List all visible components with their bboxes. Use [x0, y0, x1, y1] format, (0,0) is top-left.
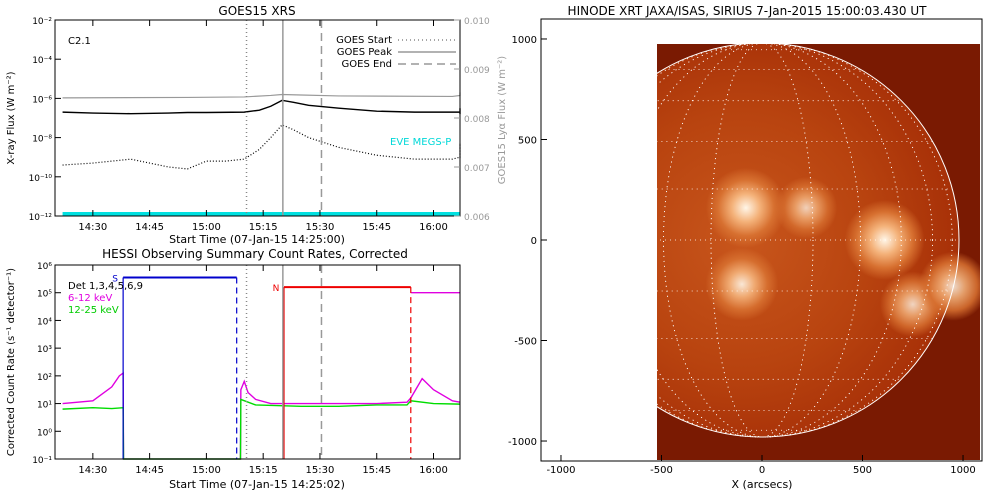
hessi-y-tick-label: 10⁵: [37, 290, 52, 300]
hessi-panel: HESSI Observing Summary Count Rates, Cor…: [6, 247, 461, 491]
hinode-x-tick-label: 0: [759, 465, 765, 476]
goes-x-ticks: 14:30 14:45 15:00 15:15 15:30 15:45 16:00: [78, 20, 448, 233]
goes-series-lya: [62, 92, 461, 99]
hessi-x-tick-label: 14:30: [78, 465, 107, 476]
goes-right-tick-label: 0.009: [464, 66, 490, 76]
hessi-x-tick-label: 16:00: [419, 465, 448, 476]
hessi-x-tick-label: 14:45: [135, 465, 164, 476]
hessi-y-tick-label: 10¹: [37, 401, 52, 411]
hessi-series-layer: SN: [62, 274, 461, 460]
hinode-y-tick-label: -500: [514, 337, 537, 348]
hessi-series-6-12-kev: [62, 371, 461, 460]
hessi-y-label: Corrected Count Rate (s⁻¹ detector⁻¹): [6, 268, 17, 456]
goes-y-tick-label: 10⁻⁶: [32, 95, 52, 105]
goes-x-tick-label: 16:00: [419, 222, 448, 233]
grid-longitude-line: [663, 44, 861, 438]
hinode-x-tick-label: 500: [853, 465, 872, 476]
goes-xrs-panel: GOES15 XRS 14:30 14:45 15:00 15:15 15:30 15:4…: [6, 4, 508, 246]
goes-right-tick-label: 0.010: [464, 17, 490, 27]
goes-right-ticks: 0.006 0.007 0.008 0.009 0.010: [454, 17, 490, 223]
hessi-x-tick-label: 15:15: [249, 465, 278, 476]
goes-x-tick-label: 14:30: [78, 222, 107, 233]
hinode-y-ticks: -1000 -500 0 500 1000: [508, 35, 547, 448]
legend-goes-peak: GOES Peak: [337, 47, 392, 58]
goes-title: GOES15 XRS: [218, 4, 295, 18]
goes-x-label: Start Time (07-Jan-15 14:25:00): [169, 233, 345, 246]
hessi-x-tick-label: 15:45: [362, 465, 391, 476]
solar-image: [657, 44, 980, 460]
active-region: [844, 200, 925, 280]
goes-y-tick-label: 10⁻²: [32, 17, 52, 27]
hessi-y-ticks: 10⁻¹ 10⁰ 10¹ 10² 10³ 10⁴ 10⁵ 10⁶: [32, 262, 61, 466]
hessi-y-tick-label: 10⁶: [37, 262, 52, 272]
goes-series-long: [62, 99, 461, 115]
goes-plot-frame: [54, 19, 461, 217]
hinode-x-tick-label: -1000: [546, 465, 575, 476]
hessi-x-label: Start Time (07-Jan-15 14:25:02): [169, 478, 345, 491]
goes-right-tick-label: 0.008: [464, 115, 490, 125]
hessi-y-tick-label: 10²: [37, 373, 52, 383]
solar-limb: [657, 44, 960, 438]
goes-x-tick-label: 15:45: [362, 222, 391, 233]
goes-right-tick-label: 0.006: [464, 213, 490, 223]
hessi-y-tick-label: 10⁰: [37, 428, 52, 438]
goes-y-tick-label: 10⁻⁸: [32, 135, 52, 145]
hessi-plot-frame: [54, 264, 461, 460]
active-region: [775, 176, 838, 239]
hessi-series-12-25-kev: [62, 398, 461, 460]
grid-longitude-line: [710, 44, 814, 438]
hessi-y-tick-label: 10³: [37, 345, 52, 355]
active-region: [705, 247, 779, 321]
flag-n-label: N: [273, 284, 280, 294]
hessi-x-ticks: 14:30 14:45 15:00 15:15 15:30 15:45 16:00: [78, 265, 448, 476]
solar-disk: [657, 44, 959, 437]
goes-legend: GOES Start GOES Peak GOES End: [336, 35, 456, 70]
hessi-marker-layer: [245, 265, 323, 459]
goes-x-tick-label: 15:30: [306, 222, 335, 233]
hinode-y-tick-label: 500: [518, 135, 537, 146]
hessi-y-tick-label: 10⁻¹: [32, 456, 52, 466]
goes-x-tick-label: 14:45: [135, 222, 164, 233]
legend-goes-start: GOES Start: [336, 35, 392, 46]
goes-y-tick-label: 10⁻⁴: [32, 56, 52, 66]
hessi-y-tick-label: 10⁴: [37, 317, 52, 327]
flare-class-label: C2.1: [68, 36, 91, 47]
goes-marker-layer: [245, 20, 323, 216]
legend-6-12-kev: 6-12 keV: [68, 293, 112, 304]
hinode-y-tick-label: -1000: [508, 437, 537, 448]
flag-s-label: S: [112, 274, 118, 284]
legend-det: Det 1,3,4,5,6,9: [68, 281, 143, 292]
hinode-xrt-panel: HINODE XRT JAXA/ISAS, SIRIUS 7-Jan-2015 …: [508, 4, 983, 491]
legend-12-25-kev: 12-25 keV: [68, 305, 119, 316]
goes-right-y-label: GOES15 Lyα Flux (W m⁻²): [497, 56, 508, 184]
hessi-title: HESSI Observing Summary Count Rates, Cor…: [102, 247, 408, 261]
goes-series-layer: [62, 92, 461, 217]
active-region: [705, 167, 786, 248]
legend-goes-end: GOES End: [342, 59, 392, 70]
grid-longitude-line: [657, 44, 933, 438]
hinode-x-tick-label: -500: [650, 465, 673, 476]
hinode-x-tick-label: 1000: [950, 465, 975, 476]
hessi-x-tick-label: 15:00: [192, 465, 221, 476]
hinode-y-tick-label: 1000: [512, 35, 537, 46]
hessi-x-tick-label: 15:30: [306, 465, 335, 476]
hinode-title: HINODE XRT JAXA/ISAS, SIRIUS 7-Jan-2015 …: [568, 4, 928, 18]
goes-x-tick-label: 15:15: [249, 222, 278, 233]
eve-megs-label: EVE MEGS-P: [390, 137, 451, 148]
goes-x-tick-label: 15:00: [192, 222, 221, 233]
hinode-x-ticks: -1000 -500 0 500 1000: [546, 455, 976, 476]
goes-right-tick-label: 0.007: [464, 164, 490, 174]
active-region: [918, 251, 980, 321]
goes-y-tick-label: 10⁻¹²: [29, 213, 53, 223]
goes-y-label: X-ray Flux (W m⁻²): [6, 71, 17, 164]
hinode-x-label: X (arcsecs): [732, 478, 793, 491]
goes-y-ticks: 10⁻¹² 10⁻¹⁰ 10⁻⁸ 10⁻⁶ 10⁻⁴ 10⁻²: [29, 17, 61, 223]
hinode-y-tick-label: 0: [531, 236, 537, 247]
active-regions: [705, 167, 980, 338]
goes-y-tick-label: 10⁻¹⁰: [29, 174, 53, 184]
